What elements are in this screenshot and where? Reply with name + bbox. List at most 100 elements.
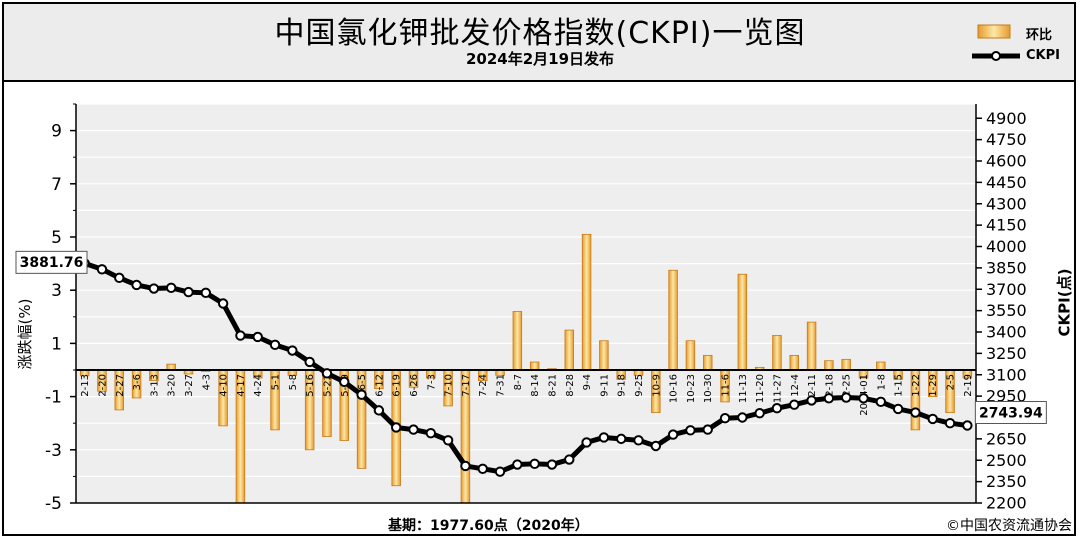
left-tick-label: 1 <box>51 334 62 354</box>
x-tick-label: 11-20 <box>755 374 766 403</box>
plot-area <box>76 104 976 503</box>
footer-base: 基期：1977.60点（2020年） <box>388 518 589 534</box>
left-tick-label: 5 <box>51 228 62 248</box>
x-tick-label: 1-29 <box>928 374 939 397</box>
legend-item-line: CKPI <box>970 46 1070 66</box>
x-tick-label: 7-17 <box>461 374 472 397</box>
ckpi-point <box>373 405 385 416</box>
right-tick-label: 4300 <box>986 194 1027 213</box>
x-tick-label: 4-24 <box>253 374 264 397</box>
chart-title: 中国氯化钾批发价格指数(CKPI)一览图 <box>274 16 806 51</box>
title-band <box>4 4 1074 82</box>
footer-copyright: ©中国农资流通协会 <box>946 518 1072 534</box>
left-tick-label: 7 <box>51 175 62 195</box>
ckpi-point <box>789 399 800 410</box>
x-tick-label: 5-8 <box>288 374 299 390</box>
legend-line-swatch <box>972 51 1020 61</box>
right-tick-label: 4750 <box>986 130 1027 149</box>
x-tick-label: 11-13 <box>738 374 749 403</box>
ckpi-point <box>183 286 194 298</box>
x-tick-label: 8-28 <box>565 374 576 397</box>
bar <box>806 321 817 371</box>
bar <box>599 340 609 371</box>
x-tick-label: 5-16 <box>305 374 316 397</box>
right-tick-label: 2200 <box>986 494 1027 513</box>
x-tick-label: 1-22 <box>911 374 922 397</box>
bar <box>737 273 748 371</box>
ckpi-point <box>615 433 627 445</box>
ckpi-point <box>200 287 212 299</box>
right-tick-label: 2350 <box>986 472 1027 491</box>
ckpi-point <box>408 424 419 435</box>
x-tick-label: 12-18 <box>824 374 835 403</box>
right-tick-label: 3250 <box>986 344 1027 363</box>
x-tick-label: 12-4 <box>790 374 801 397</box>
ckpi-point <box>460 460 471 472</box>
x-tick-label: 6-26 <box>409 374 420 397</box>
x-tick-label: 10-16 <box>669 374 680 403</box>
x-tick-label: 8-7 <box>513 374 524 390</box>
ckpi-point <box>771 403 783 414</box>
x-tick-label: 7-31 <box>496 374 507 397</box>
bar <box>789 354 799 371</box>
legend: 环比 CKPI <box>970 18 1070 70</box>
left-tick-label: -5 <box>45 494 62 514</box>
bar <box>703 354 713 371</box>
x-tick-label: 12-25 <box>842 374 853 403</box>
ckpi-point <box>719 413 731 424</box>
bar <box>581 233 592 371</box>
x-tick-label: 9-11 <box>599 374 610 397</box>
x-tick-label: 10-30 <box>703 374 714 403</box>
x-tick-label: 8-14 <box>530 374 541 397</box>
ckpi-point <box>564 454 575 465</box>
ckpi-point <box>546 459 558 470</box>
bar <box>668 269 678 371</box>
ckpi-point <box>806 395 817 406</box>
right-tick-label: 3550 <box>986 301 1027 320</box>
ckpi-point <box>892 403 904 415</box>
ckpi-point <box>910 407 921 418</box>
bar <box>685 340 696 371</box>
bar <box>772 335 782 371</box>
x-tick-label: 11-27 <box>772 374 783 403</box>
ckpi-point <box>165 282 177 294</box>
x-tick-label: 2-5 <box>946 374 957 390</box>
ckpi-point <box>598 432 610 443</box>
x-tick-label: 9-25 <box>634 374 645 397</box>
x-tick-label: 3-20 <box>167 374 178 397</box>
ckpi-point <box>217 298 229 309</box>
left-tick-label: -1 <box>45 388 62 408</box>
x-tick-label: 2-20 <box>97 374 108 397</box>
right-tick-label: 2500 <box>986 451 1027 470</box>
x-tick-label: 7-3 <box>426 374 437 390</box>
ckpi-point <box>269 339 281 351</box>
ckpi-point <box>148 283 160 294</box>
x-tick-label: 2-13 <box>80 374 91 397</box>
right-tick-label: 3100 <box>986 365 1027 384</box>
ckpi-point <box>442 435 454 446</box>
right-tick-label: 2950 <box>986 387 1027 406</box>
end-value-label-box <box>974 400 1047 424</box>
left-tick-label: 9 <box>51 122 62 142</box>
x-tick-label: 4-3 <box>201 374 212 390</box>
ckpi-point <box>356 389 367 400</box>
legend-item-bar: 环比 <box>970 22 1070 43</box>
ckpi-point <box>529 458 540 470</box>
x-tick-label: 9-18 <box>617 374 628 397</box>
ckpi-point <box>840 392 852 403</box>
right-tick-label: 4000 <box>986 237 1027 256</box>
right-tick-label: 4900 <box>986 109 1027 128</box>
x-tick-label: 10-9 <box>651 374 662 397</box>
ckpi-point <box>685 425 696 436</box>
right-tick-label: 2650 <box>986 429 1027 448</box>
x-tick-label: 6-12 <box>374 374 385 397</box>
right-axis-label: CKPI(点) <box>1055 268 1074 337</box>
ckpi-point <box>321 368 333 379</box>
right-tick-label: 3400 <box>986 323 1027 342</box>
legend-bar-swatch <box>977 24 1011 39</box>
x-tick-label: 10-23 <box>686 374 697 403</box>
ckpi-point <box>304 356 315 368</box>
right-tick-label: 4450 <box>986 173 1027 192</box>
x-tick-label: 3-13 <box>149 374 160 397</box>
end-value-label: 2743.94 <box>979 405 1043 421</box>
